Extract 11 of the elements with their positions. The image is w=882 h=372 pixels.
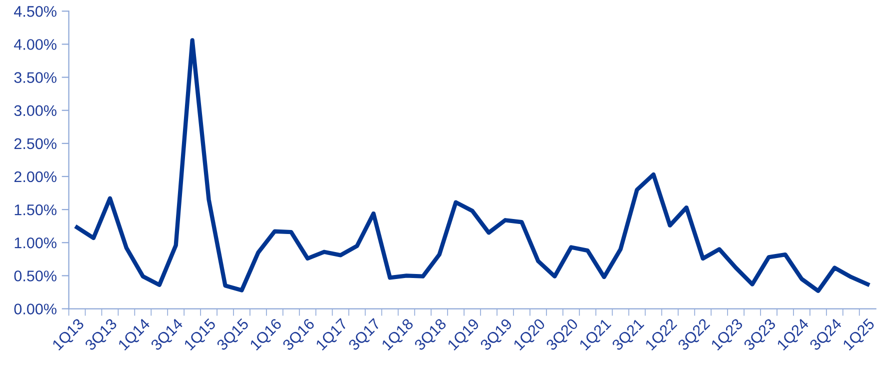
line-series [74, 38, 870, 293]
y-tick-label: 3.00% [14, 105, 56, 116]
y-tick-label: 0.50% [14, 270, 56, 282]
y-tick-label: 1.50% [14, 204, 56, 216]
y-tick-label: 4.00% [14, 39, 56, 50]
y-tick-label: 2.50% [14, 138, 56, 150]
y-tick-label: 2.00% [14, 171, 56, 182]
y-tick-label: 1.00% [14, 237, 56, 248]
y-tick-label: 3.50% [14, 72, 56, 83]
y-tick-label: 4.50% [14, 6, 56, 17]
y-tick-label: 0.00% [14, 304, 56, 314]
